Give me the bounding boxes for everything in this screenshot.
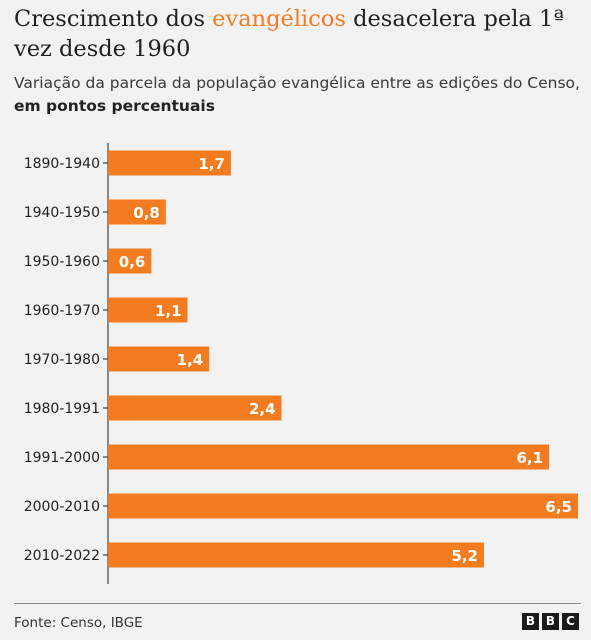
y-tick-label: 1950-1960 [24,254,100,270]
title-text-start: Crescimento dos [14,6,213,32]
bar [108,150,231,176]
title-highlight: evangélicos [212,6,346,32]
data-label: 1,1 [155,302,182,320]
logo-letter-c: C [562,613,579,630]
bar [108,444,550,470]
bar-chart: 1890-1940 1,7 1940-1950 0,8 1950-1960 0,6 1960… [24,143,578,584]
y-tick-label: 1980-1991 [24,401,100,417]
data-label: 6,1 [516,449,543,467]
source-note: Fonte: Censo, IBGE [14,615,143,631]
bar [108,297,188,323]
bar [108,395,282,421]
chart-title: Crescimento dos evangélicos desacelera p… [14,4,579,64]
data-label: 0,6 [119,253,146,271]
bar [108,542,484,568]
bbc-logo: B B C [522,613,579,630]
subtitle-unit: em pontos percentuais [14,97,215,115]
y-tick-label: 1970-1980 [24,352,100,368]
y-tick-label: 1940-1950 [24,205,100,221]
y-tick-label: 1991-2000 [24,450,100,466]
y-tick-label: 2000-2010 [24,499,100,515]
subtitle-text: Variação da parcela da população evangél… [14,74,580,92]
y-tick-label: 2010-2022 [24,548,100,564]
data-label: 0,8 [133,204,160,222]
data-label: 6,5 [545,498,572,516]
data-label: 1,4 [177,351,204,369]
y-tick-label: 1960-1970 [24,303,100,319]
data-label: 5,2 [451,547,478,565]
bar [108,199,166,225]
data-label: 2,4 [249,400,276,418]
title-text-end: desacelera pela 1ª vez desde 1960 [14,6,564,62]
chart-subtitle: Variação da parcela da população evangél… [14,72,584,118]
bar [108,493,578,519]
logo-letter-b2: B [542,613,559,630]
footer-divider [14,603,581,604]
bar [108,346,210,372]
logo-letter-b1: B [522,613,539,630]
y-tick-label: 1890-1940 [24,156,100,172]
bar [108,248,152,274]
data-label: 1,7 [198,155,225,173]
